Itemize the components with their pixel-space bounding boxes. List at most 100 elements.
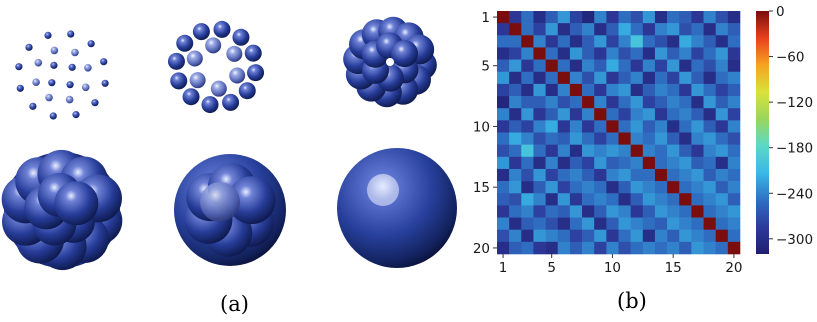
heatmap-cell — [533, 181, 546, 194]
heatmap-cell — [533, 96, 546, 109]
heatmap-cell — [557, 156, 571, 170]
heatmap-cell — [497, 83, 510, 97]
heatmap-cell — [642, 47, 656, 60]
heatmap-cell — [703, 47, 716, 60]
heatmap-cell — [533, 108, 546, 121]
sphere — [50, 46, 59, 55]
heatmap-cell — [642, 181, 656, 194]
heatmap-cell — [582, 120, 595, 133]
heatmap-cell — [727, 47, 741, 60]
colorbar-tick-label: −120 — [776, 95, 813, 111]
heatmap-cell — [533, 217, 546, 230]
heatmap-cell — [654, 168, 668, 182]
sphere — [67, 30, 75, 38]
heatmap-cell — [691, 205, 704, 218]
heatmap-cell — [497, 11, 510, 24]
heatmap-cell — [715, 241, 729, 255]
heatmap-cell — [606, 108, 619, 121]
heatmap-cell — [727, 59, 741, 73]
heatmap-cell — [533, 59, 546, 73]
heatmap-cell — [654, 35, 668, 48]
heatmap-cell — [545, 23, 559, 36]
heatmap-cell — [703, 229, 716, 243]
heatmap-cell — [533, 168, 546, 182]
heatmap-cell — [569, 181, 583, 194]
heatmap-cell — [594, 181, 607, 194]
heatmap-cell — [545, 229, 559, 243]
heatmap-cell — [642, 241, 656, 255]
heatmap-cell — [521, 83, 534, 97]
heatmap-cell — [691, 241, 704, 255]
heatmap-cell — [703, 96, 716, 109]
heatmap-cell — [497, 229, 510, 243]
heatmap-cell — [509, 144, 522, 158]
heatmap-cell — [691, 217, 704, 230]
heatmap-cell — [606, 59, 619, 73]
heatmap-cell — [582, 11, 595, 24]
heatmap-cell — [545, 120, 559, 133]
heatmap-cell — [642, 193, 656, 206]
heatmap-cell — [715, 193, 729, 206]
heatmap-cell — [594, 168, 607, 182]
heatmap-cell — [509, 217, 522, 230]
heatmap-cell — [618, 23, 631, 36]
heatmap-cell — [521, 241, 534, 255]
heatmap-cell — [642, 23, 656, 36]
heatmap-cell — [557, 217, 571, 230]
heatmap-cell — [606, 144, 619, 158]
colorbar-tick-label: 0 — [776, 4, 785, 20]
heatmap-cell — [630, 217, 644, 230]
heatmap-cell — [521, 71, 534, 85]
heatmap-cell — [557, 181, 571, 194]
heatmap-cell — [606, 96, 619, 109]
heatmap-cell — [594, 229, 607, 243]
heatmap-cell — [630, 11, 644, 24]
heatmap-cell — [667, 156, 680, 170]
sphere — [391, 40, 419, 68]
heatmap-cell — [654, 229, 668, 243]
x-tick-label: 1 — [499, 260, 508, 276]
sphere — [192, 23, 210, 41]
heatmap-cell — [521, 205, 534, 218]
heatmap-cell — [557, 83, 571, 97]
heatmap-cell — [727, 120, 741, 133]
heatmap-cell — [582, 168, 595, 182]
heatmap-cell — [569, 156, 583, 170]
heatmap-cell — [594, 108, 607, 121]
heatmap-cell — [691, 11, 704, 24]
heatmap-cell — [545, 193, 559, 206]
heatmap-cell — [667, 47, 680, 60]
heatmap-cell — [509, 193, 522, 206]
heatmap-cell — [630, 132, 644, 145]
heatmap-cell — [497, 144, 510, 158]
heatmap-cell — [703, 120, 716, 133]
heatmap-cell — [642, 156, 656, 170]
heatmap-cell — [727, 217, 741, 230]
heatmap-cell — [582, 144, 595, 158]
heatmap-cell — [642, 108, 656, 121]
heatmap-cell — [533, 229, 546, 243]
heatmap-cell — [618, 156, 631, 170]
heatmap-cell — [557, 229, 571, 243]
heatmap-cell — [667, 59, 680, 73]
heatmap-cell — [679, 35, 692, 48]
heatmap-cell — [606, 229, 619, 243]
heatmap-cell — [594, 156, 607, 170]
sphere — [66, 81, 74, 89]
heatmap-cell — [569, 59, 583, 73]
heatmap-cell — [654, 120, 668, 133]
heatmap-cell — [557, 205, 571, 218]
heatmap-cell — [642, 96, 656, 109]
heatmap-cell — [606, 23, 619, 36]
heatmap-cell — [667, 181, 680, 194]
heatmap-cell — [679, 168, 692, 182]
cluster-hole — [386, 58, 394, 66]
heatmap-cell — [679, 96, 692, 109]
sphere — [100, 58, 108, 66]
heatmap-cell — [594, 144, 607, 158]
heatmap-cell — [521, 23, 534, 36]
heatmap-cell — [642, 35, 656, 48]
heatmap-cell — [630, 120, 644, 133]
colorbar-tick-label: −60 — [776, 50, 805, 66]
heatmap-cell — [691, 35, 704, 48]
